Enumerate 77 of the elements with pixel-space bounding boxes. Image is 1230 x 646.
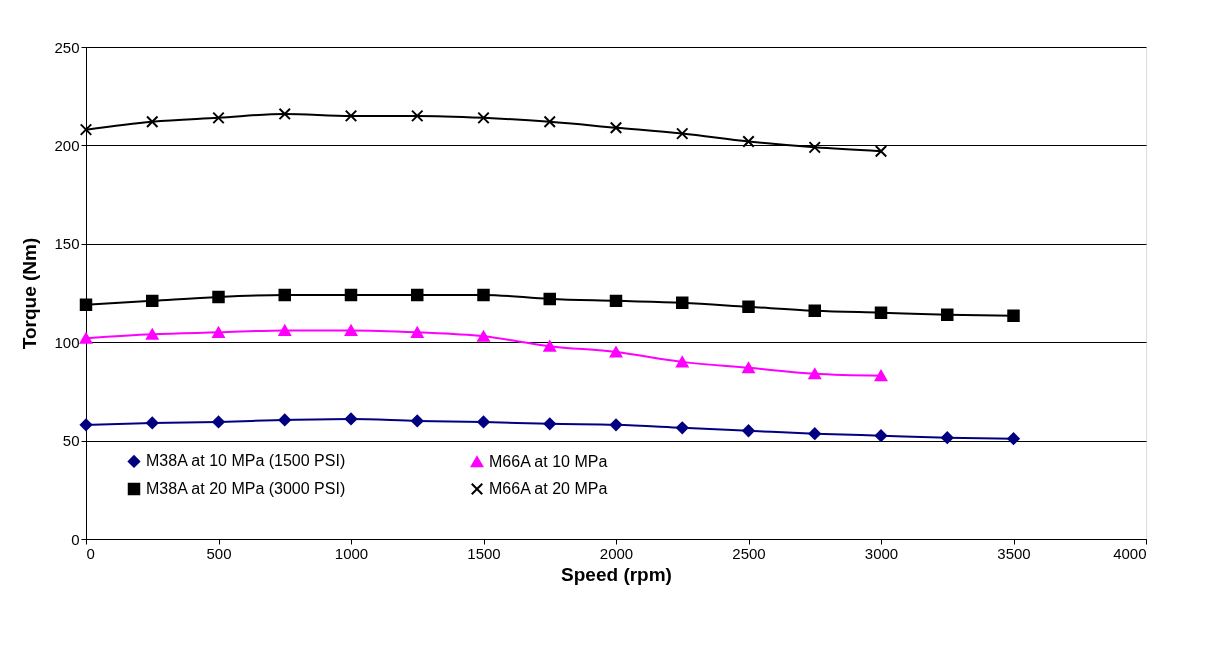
point [808, 427, 821, 440]
point [609, 346, 623, 358]
point [609, 294, 623, 308]
y-tick-label: 250 [54, 38, 80, 56]
point [609, 121, 623, 134]
point [1007, 309, 1020, 322]
point [543, 292, 556, 306]
point [676, 296, 689, 310]
point [278, 107, 291, 121]
x-tick-label: 1000 [334, 544, 369, 562]
point [941, 308, 954, 321]
point [742, 300, 755, 314]
point [411, 326, 424, 338]
point [146, 328, 159, 340]
x-tick-label: 2500 [732, 544, 766, 562]
x-tick-label: 3500 [997, 544, 1031, 562]
x-axis-title: Speed (rpm) [561, 563, 672, 585]
point [79, 298, 93, 312]
point [477, 111, 490, 125]
x-tick-label: 3000 [864, 544, 899, 562]
point [79, 123, 93, 136]
x-tick-label: 4000 [1113, 544, 1147, 562]
y-axis-title: Torque (Nm) [19, 237, 41, 350]
y-tick-label: 0 [71, 530, 80, 548]
point [477, 288, 490, 302]
x-tick-label: 1500 [467, 544, 501, 562]
point [676, 356, 689, 368]
y-tick-label: 50 [62, 432, 80, 450]
point [543, 340, 556, 352]
point [477, 330, 490, 342]
point [808, 304, 821, 317]
point [676, 127, 689, 140]
point [808, 141, 821, 154]
point [79, 418, 93, 432]
legend-label: M66A at 20 MPa [489, 480, 608, 497]
point [874, 145, 888, 158]
y-tick-label: 200 [54, 136, 80, 154]
x-tick-label: 500 [206, 544, 232, 562]
point [146, 416, 159, 430]
point [344, 324, 358, 336]
x-tick-label: 2000 [599, 544, 634, 562]
point [941, 431, 954, 444]
legend-label: M38A at 10 MPa (1500 PSI) [146, 452, 346, 470]
point [212, 415, 225, 429]
point [411, 414, 424, 428]
point [278, 413, 291, 427]
point [676, 421, 689, 435]
point [146, 294, 159, 308]
point [212, 111, 225, 125]
point [411, 109, 424, 123]
x-tick-label: 0 [86, 544, 95, 562]
point [344, 288, 358, 302]
point [79, 332, 93, 344]
point [278, 324, 291, 336]
point [411, 288, 424, 302]
point [212, 326, 225, 338]
y-tick-label: 100 [54, 333, 80, 351]
point [742, 424, 755, 437]
point [477, 415, 490, 429]
point [874, 429, 888, 442]
legend-label: M38A at 20 MPa (3000 PSI) [146, 480, 346, 497]
point [278, 288, 291, 302]
point [742, 362, 755, 374]
point [1007, 432, 1020, 445]
point [146, 115, 159, 129]
point [344, 109, 358, 123]
point [874, 306, 888, 319]
point [609, 418, 623, 432]
point [344, 412, 358, 426]
y-tick-label: 150 [54, 235, 80, 253]
point [808, 368, 821, 380]
legend-label: M66A at 10 MPa [489, 452, 608, 470]
point [212, 290, 225, 304]
point [742, 135, 755, 148]
point [543, 115, 556, 129]
point [874, 370, 888, 382]
point [543, 417, 556, 431]
